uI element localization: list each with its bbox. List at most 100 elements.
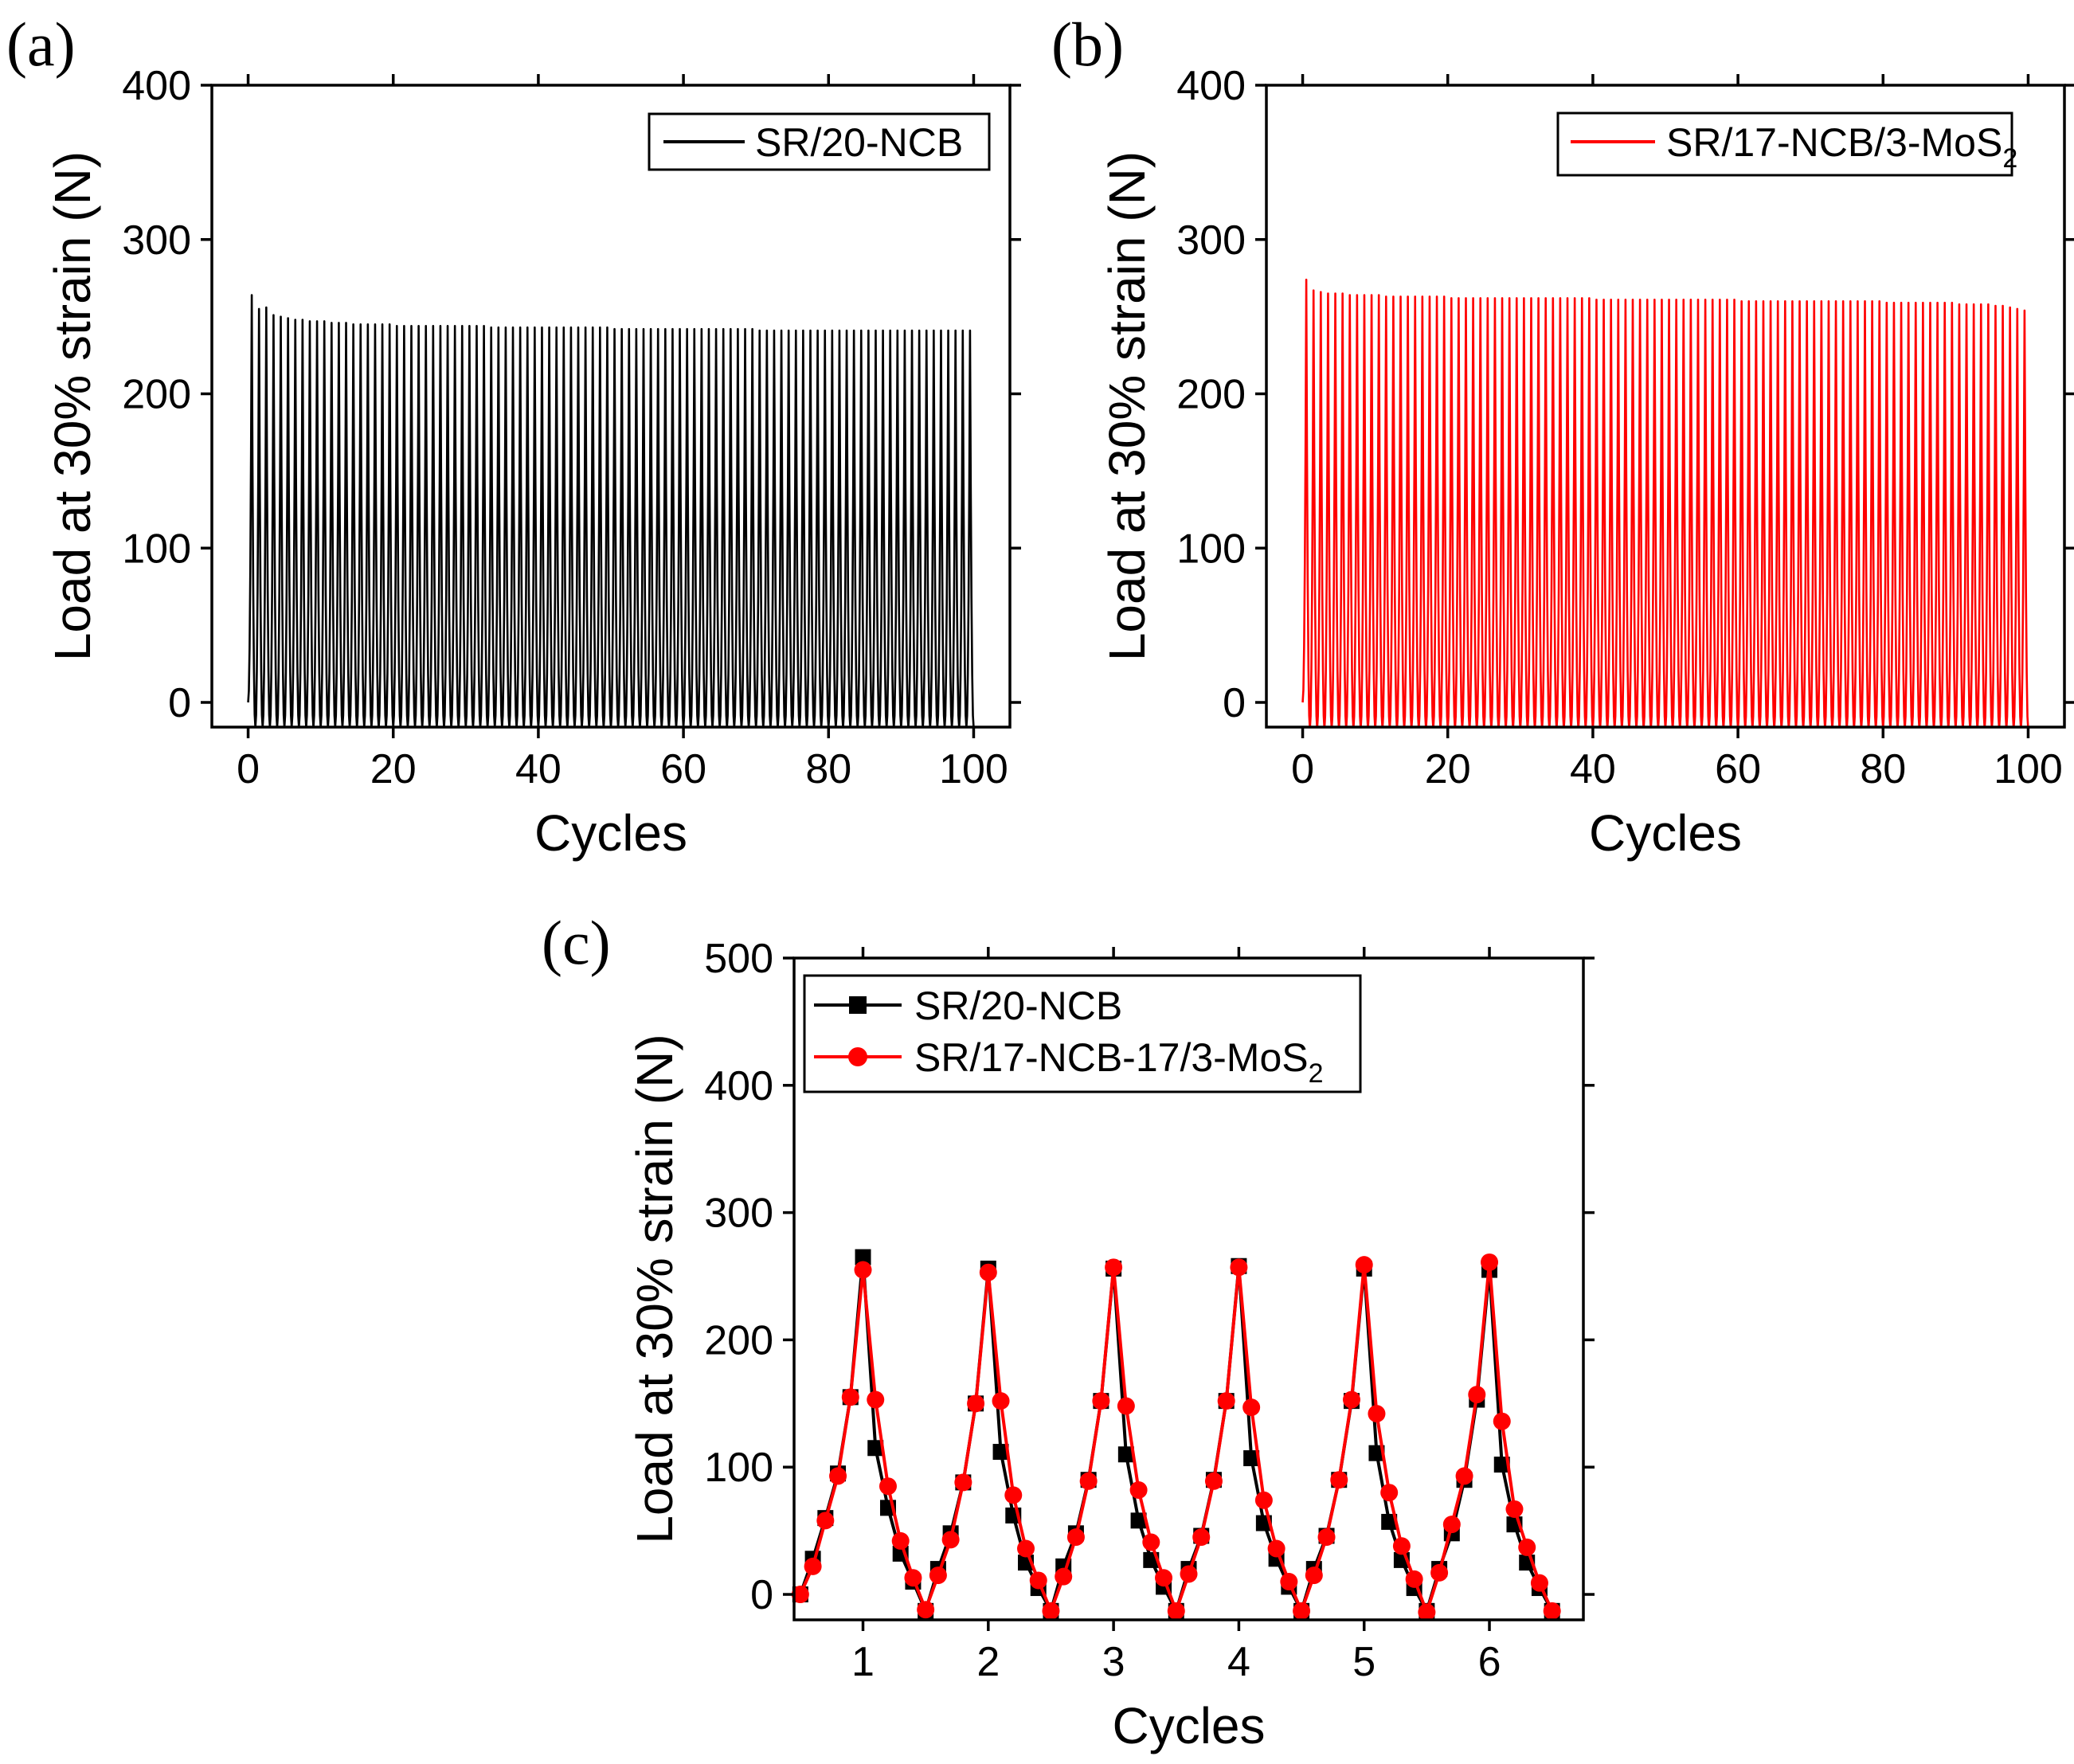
panel-c-point-circle (1518, 1538, 1536, 1556)
panel-c-point-circle (1317, 1528, 1336, 1547)
panel-c-ytick-label: 100 (704, 1445, 773, 1491)
panel-c-xtick-label: 5 (1352, 1639, 1375, 1685)
panel-c-ticks: 0 100 200 300 400 500 1 2 3 4 5 6 (704, 936, 1595, 1685)
panel-c-legend-marker-square (849, 996, 867, 1014)
panel-c-point-square (1368, 1445, 1385, 1461)
panel-c-point-circle (804, 1557, 822, 1575)
panel-a-ytick-label: 200 (122, 372, 191, 418)
panel-c-point-circle (1267, 1539, 1285, 1558)
panel-c-point-circle (1405, 1570, 1423, 1588)
panel-c-y-axis-label: Load at 30% strain (N) (626, 1034, 683, 1543)
panel-c-xtick-label: 1 (851, 1639, 875, 1685)
panel-c-point-circle (891, 1531, 910, 1550)
panel-c-point-circle (1380, 1484, 1399, 1502)
panel-a-ytick-label: 100 (122, 526, 191, 572)
panel-c-point-circle (979, 1263, 997, 1281)
panel-b-ytick-label: 300 (1176, 217, 1246, 264)
panel-b-xtick-label: 40 (1570, 746, 1616, 792)
panel-c-point-circle (1481, 1253, 1499, 1271)
panel-c-point-circle (1142, 1533, 1160, 1551)
panel-c-legend-box (803, 974, 1362, 1093)
panel-c-point-circle (1242, 1398, 1261, 1417)
panel-c-point-circle (1230, 1258, 1248, 1277)
panel-c-point-circle (1430, 1563, 1449, 1582)
panel-a-ytick-label: 400 (122, 63, 191, 109)
panel-c-point-circle (941, 1531, 960, 1549)
panel-c-point-circle (1543, 1602, 1561, 1620)
panel-c-point-circle (1029, 1571, 1047, 1590)
panel-c-legend-label-1: SR/20-NCB (914, 984, 1122, 1028)
panel-b: (b) Load at 30% strain (N) Cycles 010020… (1051, 10, 2074, 862)
panel-c-point-circle (1055, 1567, 1073, 1586)
panel-c: (c) Load at 30% strain (N) Cycles 0 100 20… (542, 908, 1595, 1754)
panel-b-xtick-label: 20 (1425, 746, 1471, 792)
panel-c-series-2-line (799, 1260, 1554, 1614)
panel-c-point-circle (841, 1388, 859, 1406)
panel-b-ytick-label: 0 (1223, 680, 1246, 726)
panel-c-point-circle (954, 1473, 972, 1492)
panel-c-point-circle (1392, 1537, 1411, 1555)
panel-c-point-square (855, 1249, 871, 1265)
panel-a-xtick-label: 20 (370, 746, 417, 792)
panel-c-point-square (1130, 1512, 1147, 1529)
panel-c-point-circle (1004, 1486, 1023, 1504)
panel-c-point-circle (1105, 1258, 1123, 1277)
panel-c-point-circle (1305, 1566, 1323, 1585)
panel-c-point-circle (1493, 1412, 1511, 1430)
panel-b-series-line (1301, 278, 2029, 727)
panel-c-point-square (1117, 1446, 1134, 1463)
panel-a-xtick-label: 100 (939, 746, 1008, 792)
panel-c-point-circle (967, 1394, 985, 1413)
panel-c-point-square (1381, 1513, 1398, 1530)
panel-b-legend: SR/17-NCB/3-MoS2 (1556, 111, 2017, 177)
panel-c-legend: SR/20-NCB SR/17-NCB-17/3-MoS2 (803, 974, 1362, 1093)
panel-c-point-circle (1079, 1472, 1098, 1490)
panel-c-point-square (1493, 1457, 1510, 1473)
panel-a-frame (210, 84, 1012, 729)
panel-c-point-circle (1280, 1573, 1298, 1591)
panel-c-point-circle (1455, 1467, 1473, 1485)
panel-b-ticks: 0 100 200 300 400 0 20 40 60 80 100 (1176, 63, 2074, 792)
panel-c-point-circle (1468, 1386, 1486, 1404)
panel-c-point-circle (1217, 1392, 1235, 1410)
panel-c-ytick-label: 300 (704, 1191, 773, 1237)
panel-a-series-line (247, 294, 975, 727)
panel-a-y-axis-label: Load at 30% strain (N) (44, 151, 101, 661)
panel-a-legend-label: SR/20-NCB (755, 120, 963, 165)
panel-c-frame (792, 956, 1585, 1621)
panel-c-point-circle (1204, 1472, 1223, 1490)
panel-c-point-circle (1342, 1390, 1360, 1409)
panel-c-point-circle (854, 1261, 872, 1279)
panel-b-xtick-label: 100 (1994, 746, 2063, 792)
panel-a-xtick-label: 60 (660, 746, 706, 792)
panel-c-point-circle (1530, 1574, 1548, 1592)
panel-c-point-circle (904, 1569, 922, 1587)
panel-c-point-circle (879, 1477, 897, 1496)
panel-c-legend-subscript-2: 2 (1309, 1058, 1324, 1089)
panel-c-point-circle (816, 1512, 835, 1530)
panel-c-point-circle (1129, 1480, 1148, 1499)
panel-c-point-circle (917, 1601, 935, 1619)
panel-a-ticks: 0 100 200 300 400 0 20 40 60 80 100 (122, 63, 1021, 792)
panel-b-frame (1265, 84, 2066, 729)
panel-c-legend-label-2: SR/17-NCB-17/3-MoS (914, 1035, 1309, 1080)
panel-c-point-circle (1254, 1491, 1273, 1509)
panel-a-xtick-label: 0 (237, 746, 260, 792)
panel-c-point-circle (1017, 1539, 1035, 1558)
panel-c-xtick-label: 4 (1227, 1639, 1250, 1685)
panel-a-x-axis-label: Cycles (534, 804, 687, 862)
panel-b-legend-label: SR/17-NCB/3-MoS (1666, 120, 2002, 165)
panel-c-point-circle (1117, 1397, 1135, 1415)
panel-c-ytick-label: 400 (704, 1063, 773, 1109)
panel-b-ytick-label: 100 (1176, 526, 1246, 572)
panel-b-label: (b) (1051, 10, 1124, 79)
panel-c-point-circle (1442, 1516, 1461, 1534)
panel-a-xtick-label: 80 (805, 746, 851, 792)
panel-b-ytick-label: 400 (1176, 63, 1246, 109)
panel-c-point-circle (1180, 1565, 1198, 1583)
panel-c-point-square (1243, 1450, 1260, 1467)
panel-c-x-axis-label: Cycles (1112, 1697, 1265, 1754)
panel-c-xtick-label: 3 (1102, 1639, 1125, 1685)
panel-b-x-axis-label: Cycles (1589, 804, 1742, 862)
panel-c-label: (c) (542, 908, 611, 977)
